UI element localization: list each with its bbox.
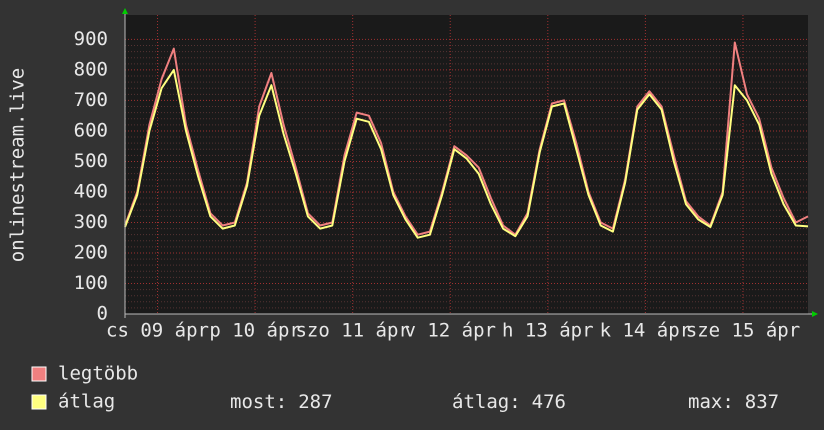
y-axis-label: onlinestream.live [7, 68, 29, 262]
plot-area [125, 15, 808, 314]
y-arrow [122, 8, 128, 14]
stat: max: 837 [688, 391, 779, 413]
grid [125, 15, 808, 315]
stat-value: 837 [745, 391, 779, 413]
y-tick-label: 200 [74, 241, 108, 263]
x-tick-label: h 13 ápr [502, 320, 594, 342]
stat-value: 287 [298, 391, 332, 413]
stat-label: átlag: [452, 391, 521, 413]
y-tick-label: 0 [97, 303, 108, 325]
stat: most: 287 [230, 391, 333, 413]
x-tick-label: szo 11 ápr [295, 320, 409, 342]
y-tick-label: 400 [74, 180, 108, 202]
series [124, 41, 809, 239]
stat-value: 476 [532, 391, 566, 413]
y-tick-label: 300 [74, 211, 108, 233]
y-tick-label: 100 [74, 272, 108, 294]
y-tick-label: 600 [74, 119, 108, 141]
x-tick-label: cs 09 ápr [106, 320, 209, 342]
x-tick-label: k 14 ápr [600, 320, 692, 342]
y-tick-label: 700 [74, 89, 108, 111]
legend-swatch [31, 394, 47, 410]
stat-label: max: [688, 391, 734, 413]
legend-swatch [31, 366, 47, 382]
legend: legtöbb átlag most: 287 átlag: 476 max: 837 [31, 363, 779, 413]
x-tick-label: p 10 ápr [209, 320, 301, 342]
y-tick-label: 900 [74, 28, 108, 50]
x-tick-label: sze 15 ápr [686, 320, 800, 342]
x-tick-label: v 12 ápr [404, 320, 496, 342]
legend-label: átlag [58, 391, 115, 413]
stat: átlag: 476 [452, 391, 566, 413]
legend-label: legtöbb [58, 363, 138, 385]
x-arrow [812, 311, 818, 317]
y-tick-label: 800 [74, 58, 108, 80]
stat-label: most: [230, 391, 287, 413]
y-tick-label: 500 [74, 150, 108, 172]
series-line [124, 68, 809, 239]
